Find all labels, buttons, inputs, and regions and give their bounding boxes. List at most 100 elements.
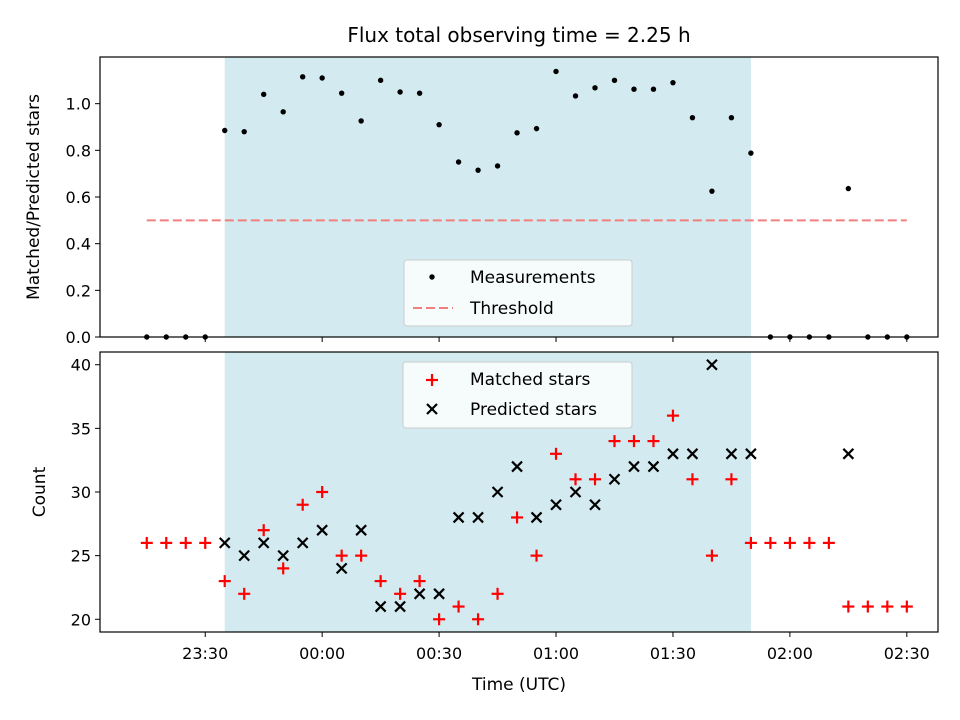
matched-star-point — [647, 435, 660, 448]
predicted-star-point — [667, 448, 679, 460]
y-tick-label: 1.0 — [66, 95, 91, 114]
matched-star-point — [335, 549, 348, 562]
matched-stars-points — [140, 409, 913, 626]
matched-star-point — [686, 473, 699, 486]
predicted-star-point — [452, 511, 465, 524]
matched-star-point — [160, 536, 173, 549]
matched-star-point — [705, 549, 718, 562]
predicted-star-point — [433, 588, 445, 600]
measurement-point — [261, 91, 267, 98]
matched-star-point — [491, 587, 504, 600]
measurement-point — [416, 90, 423, 96]
matched-star-point — [413, 575, 426, 588]
matched-star-point — [433, 613, 446, 626]
matched-star-point — [140, 536, 153, 549]
y-tick-label: 40 — [71, 356, 91, 375]
ratio-legend-box — [403, 259, 633, 327]
measurement-point — [553, 68, 559, 75]
matched-star-point — [316, 486, 329, 498]
legend-predicted-label: Predicted stars — [470, 400, 597, 420]
measurement-point — [670, 79, 676, 86]
matched-star-point — [589, 473, 602, 486]
predicted-star-point — [491, 486, 504, 498]
matched-star-point — [355, 549, 368, 562]
matched-star-point — [277, 562, 290, 575]
matched-star-point — [725, 473, 738, 486]
predicted-star-point — [218, 537, 231, 549]
predicted-stars-points — [218, 358, 855, 613]
legend-predicted-marker — [426, 403, 438, 415]
matched-star-point — [861, 600, 874, 613]
measurement-point — [241, 128, 247, 135]
predicted-star-point — [394, 600, 406, 613]
measurement-point — [494, 163, 501, 169]
ratio-y-axis: 0.0 0.2 0.4 0.6 0.8 1.0 — [66, 95, 100, 347]
count-x-axis: 23:30 00:00 00:30 01:00 01:30 02:00 02:30 — [182, 632, 930, 663]
measurement-point — [650, 86, 657, 92]
predicted-star-point — [842, 448, 855, 460]
matched-star-point — [179, 536, 192, 549]
x-tick-label: 01:30 — [650, 644, 696, 663]
predicted-star-point — [316, 524, 328, 536]
matched-star-point — [238, 587, 251, 600]
matched-star-point — [257, 524, 270, 537]
y-tick-label: 30 — [71, 483, 91, 502]
x-tick-label: 23:30 — [182, 644, 228, 663]
ratio-x-axis — [204, 337, 908, 342]
predicted-star-point — [355, 524, 367, 536]
count-legend: Matched stars Predicted stars — [402, 361, 633, 429]
measurement-point — [592, 85, 598, 91]
measurement-point — [572, 93, 579, 99]
matched-star-point — [881, 600, 894, 613]
predicted-star-point — [608, 473, 621, 486]
x-tick-label: 02:00 — [767, 644, 813, 663]
count-y-axis: 20 25 30 35 40 — [71, 356, 100, 629]
predicted-star-point — [296, 537, 309, 549]
predicted-star-point — [374, 600, 387, 613]
matched-star-point — [296, 498, 309, 511]
measurement-point — [222, 127, 228, 134]
count-legend-box — [402, 361, 633, 429]
predicted-star-point — [511, 460, 523, 473]
predicted-star-point — [335, 562, 348, 575]
ratio-legend: Measurements Threshold — [403, 259, 633, 327]
legend-matched-label: Matched stars — [470, 370, 590, 390]
y-tick-label: 0.2 — [66, 281, 91, 300]
measurement-point — [436, 121, 442, 128]
predicted-star-point — [550, 498, 562, 511]
predicted-star-point — [413, 588, 426, 600]
measurement-point — [358, 118, 364, 124]
measurement-point — [338, 90, 345, 96]
predicted-star-point — [706, 358, 718, 371]
x-tick-label: 00:30 — [416, 644, 462, 663]
measurement-point — [728, 114, 735, 121]
matched-star-point — [627, 435, 640, 448]
predicted-star-point — [745, 448, 757, 460]
matched-star-point — [550, 447, 563, 460]
predicted-star-point — [686, 448, 699, 460]
matched-star-point — [472, 613, 485, 626]
matched-star-point — [530, 549, 543, 562]
measurement-point — [689, 114, 696, 121]
count-y-axis-label: Count — [30, 466, 50, 517]
measurement-point — [299, 74, 306, 80]
predicted-star-point — [725, 448, 738, 460]
measurement-point — [455, 159, 462, 165]
measurement-point — [533, 125, 540, 132]
measurement-point — [475, 167, 481, 173]
predicted-star-point — [257, 537, 270, 549]
matched-star-point — [199, 536, 212, 549]
y-tick-label: 25 — [71, 547, 91, 566]
legend-threshold-label: Threshold — [469, 299, 554, 319]
matched-star-point — [394, 587, 407, 600]
y-tick-label: 0.0 — [66, 328, 91, 347]
measurement-point — [280, 109, 286, 115]
matched-star-point — [764, 536, 777, 549]
measurement-point — [631, 86, 637, 92]
legend-matched-marker — [426, 374, 438, 386]
predicted-star-point — [569, 486, 582, 498]
measurement-point — [845, 185, 852, 192]
measurement-point — [514, 130, 520, 136]
y-tick-label: 0.4 — [66, 235, 91, 254]
x-tick-label: 00:00 — [299, 644, 345, 663]
